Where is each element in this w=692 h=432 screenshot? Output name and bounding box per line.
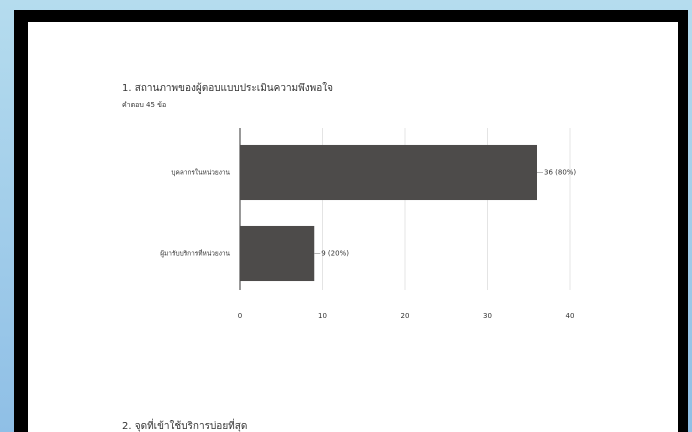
x-tick-label: 10 bbox=[318, 312, 327, 320]
y-tick-label: บุคลากรในหน่วยงาน bbox=[171, 169, 230, 177]
value-label: 9 (20%) bbox=[321, 250, 349, 258]
value-label: 36 (80%) bbox=[544, 169, 576, 177]
chart-subtitle: คำตอบ 45 ข้อ bbox=[122, 101, 166, 109]
y-tick-label: ผู้มารับบริการที่หน่วยงาน bbox=[160, 249, 230, 258]
next-question: 2. จุดที่เข้าใช้บริการบ่อยที่สุด bbox=[122, 418, 247, 432]
x-tick-label: 20 bbox=[401, 312, 410, 320]
bar bbox=[240, 144, 537, 201]
x-tick-label: 0 bbox=[238, 312, 242, 320]
bar bbox=[240, 225, 315, 282]
chart-title: 1. สถานภาพของผู้ตอบแบบประเมินความพึงพอใจ bbox=[122, 82, 333, 94]
x-tick-label: 30 bbox=[483, 312, 492, 320]
x-tick-label: 40 bbox=[566, 312, 575, 320]
